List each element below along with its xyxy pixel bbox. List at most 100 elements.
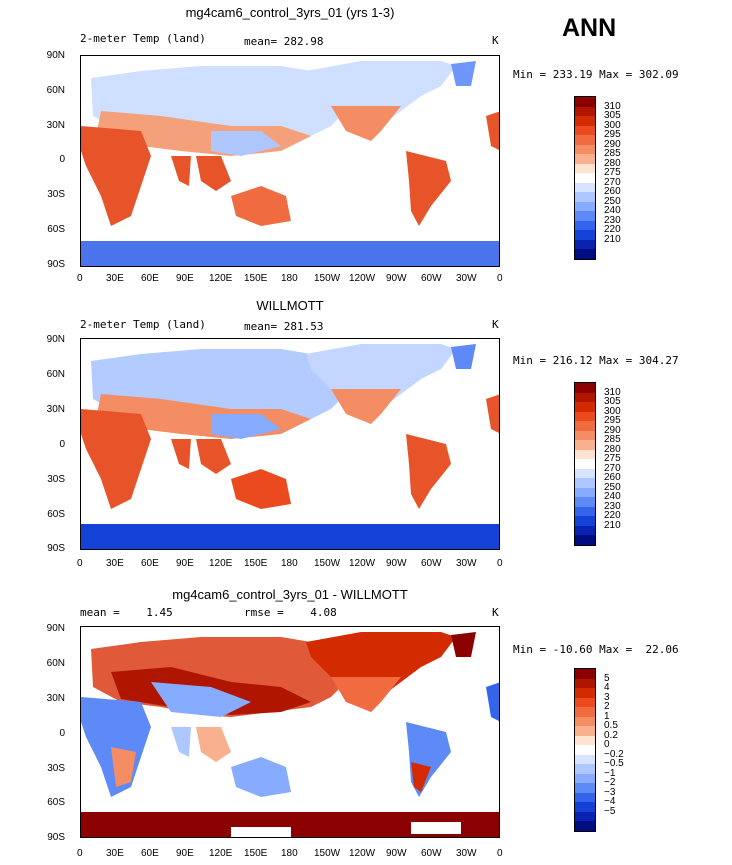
southeast-asia-landmass bbox=[196, 727, 231, 762]
lon-label-30w: 30W bbox=[456, 273, 477, 284]
lon-label-150e: 150E bbox=[244, 273, 268, 284]
panel-2-units: K bbox=[492, 318, 499, 331]
tibet-region bbox=[211, 131, 281, 156]
lon-label-180: 180 bbox=[281, 558, 298, 569]
colorbar-level-label: 285 bbox=[604, 148, 621, 160]
colorbar-segment bbox=[575, 230, 595, 240]
panel-2-map bbox=[80, 338, 500, 550]
colorbar-level-label: 250 bbox=[604, 195, 621, 207]
antarctica-white-patch-2 bbox=[411, 822, 461, 834]
colorbar-segment bbox=[575, 182, 595, 193]
colorbar-level-label: 5 bbox=[604, 672, 610, 684]
australia-landmass bbox=[231, 186, 291, 226]
colorbar-level-label: −0.5 bbox=[604, 758, 624, 770]
lon-label-30w: 30W bbox=[456, 848, 477, 859]
colorbar-segment bbox=[575, 411, 595, 422]
colorbar-segment bbox=[575, 135, 595, 145]
colorbar-level-label: −3 bbox=[604, 786, 616, 798]
lon-label-120w: 120W bbox=[349, 558, 376, 569]
colorbar-segment bbox=[575, 773, 595, 784]
lon-label-180: 180 bbox=[281, 273, 298, 284]
colorbar-level-label: 295 bbox=[604, 415, 621, 427]
usa-region bbox=[331, 677, 401, 712]
colorbar-segment bbox=[575, 821, 595, 831]
colorbar-segment bbox=[575, 154, 595, 164]
panel-3-title: mg4cam6_control_3yrs_01 - WILLMOTT bbox=[172, 587, 408, 602]
panel-3-map bbox=[80, 626, 500, 838]
panel-2-variable-label: 2-meter Temp (land) bbox=[80, 318, 206, 331]
colorbar-level-label: 310 bbox=[604, 100, 621, 112]
lat-label-60n: 60N bbox=[46, 85, 65, 96]
lon-label-120e: 120E bbox=[209, 273, 233, 284]
lon-label-0: 0 bbox=[77, 848, 83, 859]
colorbar-level-label: 250 bbox=[604, 481, 621, 493]
greenland-landmass bbox=[451, 344, 476, 369]
lon-label-120w: 120W bbox=[349, 848, 376, 859]
usa-region bbox=[331, 389, 401, 424]
colorbar-level-label: 295 bbox=[604, 129, 621, 141]
lat-label-eq: 0 bbox=[59, 154, 65, 165]
lon-label-0: 0 bbox=[77, 273, 83, 284]
panel-2-map-svg bbox=[81, 344, 499, 549]
australia-landmass bbox=[231, 757, 291, 797]
colorbar-segment bbox=[575, 239, 595, 250]
lat-label-30s: 30S bbox=[47, 189, 65, 200]
colorbar-segment bbox=[575, 735, 595, 746]
colorbar-segment bbox=[575, 201, 595, 212]
colorbar-segment bbox=[575, 716, 595, 727]
greenland-landmass bbox=[451, 61, 476, 86]
lon-label-90e: 90E bbox=[176, 558, 194, 569]
colorbar-segment bbox=[575, 211, 595, 221]
colorbar-segment bbox=[575, 468, 595, 479]
colorbar-segment bbox=[575, 535, 595, 545]
lon-label-60w: 60W bbox=[421, 848, 442, 859]
colorbar-level-label: 290 bbox=[604, 138, 621, 150]
colorbar-level-label: 300 bbox=[604, 119, 621, 131]
lat-label-30n: 30N bbox=[46, 404, 65, 415]
colorbar-level-label: 280 bbox=[604, 157, 621, 169]
antarctica-region bbox=[81, 241, 499, 266]
lat-label-eq: 0 bbox=[59, 728, 65, 739]
colorbar-level-label: 275 bbox=[604, 453, 621, 465]
colorbar-segment bbox=[575, 192, 595, 202]
south-america-landmass bbox=[406, 151, 451, 226]
lon-label-60w: 60W bbox=[421, 273, 442, 284]
colorbar-segment bbox=[575, 754, 595, 765]
africa-east-edge bbox=[486, 111, 499, 150]
colorbar-segment bbox=[575, 163, 595, 174]
lon-label-90w: 90W bbox=[386, 558, 407, 569]
colorbar-segment bbox=[575, 106, 595, 117]
colorbar-level-label: 220 bbox=[604, 224, 621, 236]
lon-label-30w: 30W bbox=[456, 558, 477, 569]
colorbar-level-label: 290 bbox=[604, 424, 621, 436]
colorbar-level-label: 230 bbox=[604, 214, 621, 226]
south-america-landmass bbox=[406, 434, 451, 509]
africa-landmass bbox=[81, 409, 151, 509]
lon-label-90e: 90E bbox=[176, 848, 194, 859]
colorbar-level-label: 300 bbox=[604, 405, 621, 417]
lat-label-90n: 90N bbox=[46, 334, 65, 345]
lon-label-120e: 120E bbox=[209, 558, 233, 569]
lat-label-90s: 90S bbox=[47, 832, 65, 843]
africa-landmass bbox=[81, 126, 151, 226]
lon-label-60w: 60W bbox=[421, 558, 442, 569]
colorbar-segment bbox=[575, 525, 595, 536]
lon-label-60e: 60E bbox=[141, 848, 159, 859]
lat-label-30s: 30S bbox=[47, 474, 65, 485]
lat-label-90n: 90N bbox=[46, 623, 65, 634]
panel-3-units: K bbox=[492, 606, 499, 619]
colorbar-level-label: 0.2 bbox=[604, 729, 618, 741]
lat-label-30n: 30N bbox=[46, 120, 65, 131]
lon-label-60e: 60E bbox=[141, 273, 159, 284]
colorbar-segment bbox=[575, 516, 595, 526]
lat-label-90s: 90S bbox=[47, 543, 65, 554]
panel-3-map-svg bbox=[81, 632, 499, 837]
usa-region bbox=[331, 106, 401, 141]
colorbar-segment bbox=[575, 249, 595, 259]
season-label: ANN bbox=[562, 14, 617, 42]
colorbar-segment bbox=[575, 688, 595, 698]
colorbar-level-label: 285 bbox=[604, 434, 621, 446]
australia-landmass bbox=[231, 469, 291, 509]
panel-2-colorbar bbox=[574, 382, 596, 546]
colorbar-segment bbox=[575, 97, 595, 107]
